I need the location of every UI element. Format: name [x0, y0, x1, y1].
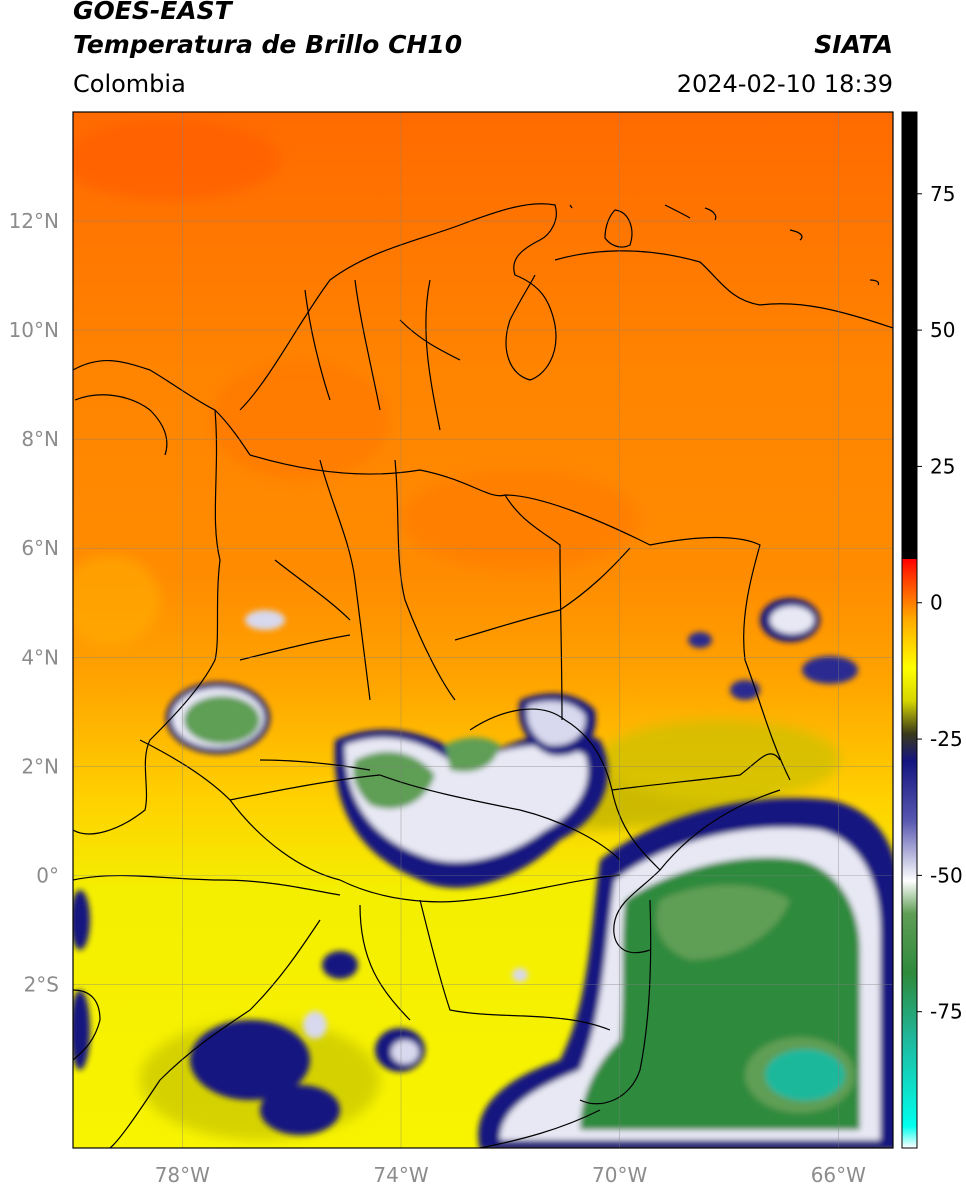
lon-tick-label: 70°W	[592, 1163, 647, 1187]
lat-tick-label: 6°N	[21, 536, 59, 560]
lat-tick-label: 8°N	[21, 427, 59, 451]
lat-tick-label: 10°N	[9, 318, 59, 342]
lon-tick-label: 66°W	[811, 1163, 866, 1187]
lat-tick-label: 0°	[36, 863, 59, 887]
colorbar-tick-label: 50	[930, 318, 955, 342]
lat-tick-label: 2°N	[21, 754, 59, 778]
brand-label: SIATA	[814, 30, 893, 59]
brightness-temperature-field	[73, 112, 893, 1148]
boundaries	[73, 203, 893, 1148]
colorbar-tick-label: -50	[930, 863, 963, 887]
colorbar-tick-label: -25	[930, 727, 963, 751]
lat-tick-label: 2°S	[24, 972, 59, 996]
colorbar-tick-label: -75	[930, 1000, 963, 1024]
lon-tick-label: 74°W	[373, 1163, 428, 1187]
longitude-labels: 78°W 74°W 70°W 66°W	[155, 1163, 866, 1187]
region-label: Colombia	[73, 70, 186, 98]
map-frame	[72, 111, 894, 1149]
colorbar-tick-label: 25	[930, 454, 955, 478]
lon-tick-label: 78°W	[155, 1163, 210, 1187]
colorbar-tick-label: 0	[930, 591, 943, 615]
colorbar-ticks: 75 50 25 0 -25 -50 -75	[917, 182, 963, 1024]
lat-tick-label: 12°N	[9, 209, 59, 233]
latitude-labels: 12°N 10°N 8°N 6°N 4°N 2°N 0° 2°S	[9, 209, 59, 996]
timestamp: 2024-02-10 18:39	[676, 70, 893, 98]
gridlines	[73, 112, 893, 1148]
lat-tick-label: 4°N	[21, 645, 59, 669]
title-product: Temperatura de Brillo CH10	[73, 30, 463, 59]
colorbar-tick-label: 75	[930, 182, 955, 206]
title-satellite: GOES-EAST	[73, 0, 232, 25]
colorbar: 75 50 25 0 -25 -50 -75	[901, 111, 963, 1149]
